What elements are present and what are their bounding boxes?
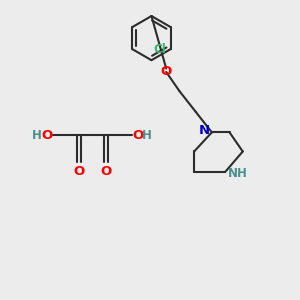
Text: H: H [32, 129, 42, 142]
Text: O: O [132, 129, 144, 142]
Text: N: N [198, 124, 209, 137]
Text: O: O [74, 165, 85, 178]
Text: O: O [160, 65, 172, 79]
Text: NH: NH [228, 167, 248, 180]
Text: O: O [42, 129, 53, 142]
Text: Cl: Cl [153, 43, 166, 56]
Text: O: O [100, 165, 112, 178]
Text: H: H [142, 129, 152, 142]
